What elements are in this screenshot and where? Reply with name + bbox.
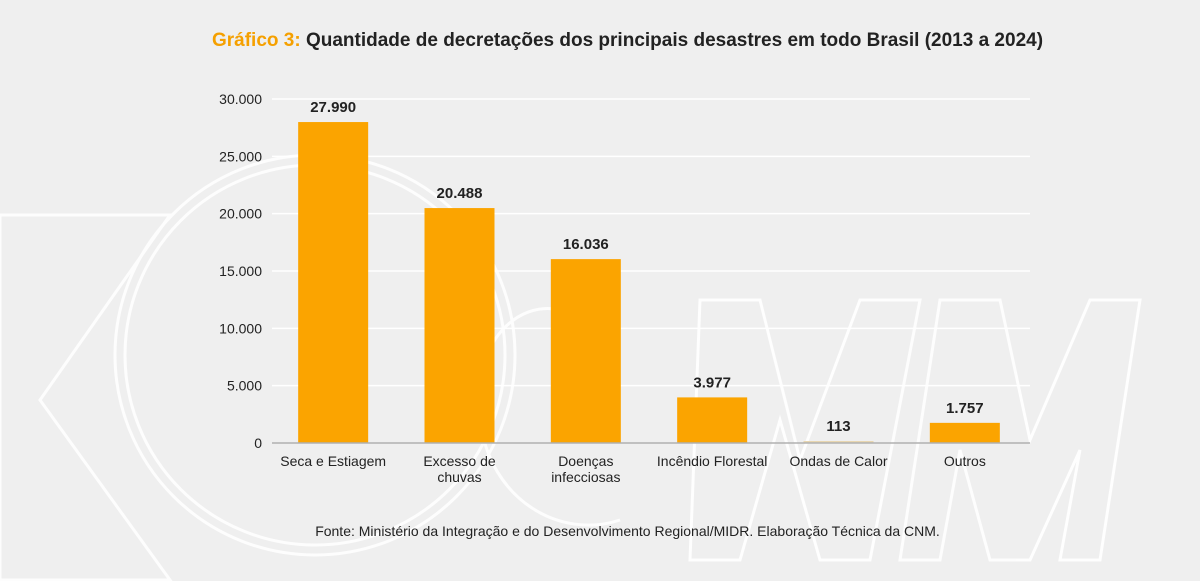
y-tick-label: 0 xyxy=(254,435,262,451)
chart-source-note: Fonte: Ministério da Integração e do Des… xyxy=(315,523,940,539)
x-tick-label: chuvas xyxy=(437,469,481,485)
y-tick-label: 10.000 xyxy=(219,320,262,336)
bar xyxy=(803,441,874,443)
bar-value-label: 16.036 xyxy=(563,236,609,253)
chart-title-text: Quantidade de decretações dos principais… xyxy=(305,30,1044,51)
y-tick-label: 5.000 xyxy=(227,378,262,394)
bar-value-label: 113 xyxy=(826,418,850,435)
x-tick-label: Excesso de xyxy=(423,453,496,469)
x-tick-label: Incêndio Florestal xyxy=(657,453,768,469)
bar xyxy=(424,208,495,443)
bar-value-label: 27.990 xyxy=(310,99,356,116)
x-tick-label: Seca e Estiagem xyxy=(280,453,386,469)
y-tick-label: 20.000 xyxy=(219,206,262,222)
bar-value-label: 3.977 xyxy=(693,374,731,391)
y-tick-label: 25.000 xyxy=(219,148,262,164)
bar xyxy=(550,259,621,443)
bar xyxy=(677,397,748,443)
bar-value-label: 1.757 xyxy=(946,400,984,417)
bar-value-label: 20.488 xyxy=(437,185,483,202)
x-tick-label: Doenças xyxy=(558,453,613,469)
x-tick-label: Ondas de Calor xyxy=(789,453,887,469)
bar xyxy=(929,422,1000,443)
y-tick-label: 30.000 xyxy=(219,91,262,107)
chart-title-prefix: Gráfico 3: xyxy=(211,30,301,51)
chart-title: Gráfico 3: Quantidade de decretações dos… xyxy=(0,30,1200,52)
x-tick-label: Outros xyxy=(944,453,986,469)
y-tick-label: 15.000 xyxy=(219,263,262,279)
x-tick-label: infecciosas xyxy=(551,469,620,485)
bar xyxy=(298,122,369,443)
